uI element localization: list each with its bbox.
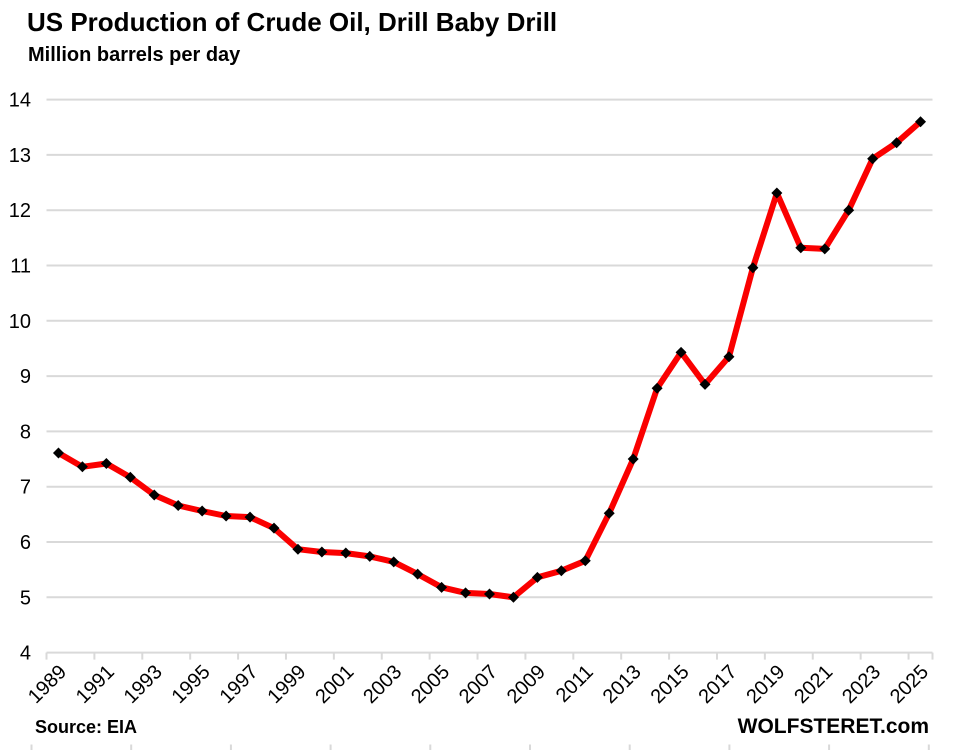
data-point-marker xyxy=(148,489,160,501)
source-label: Source: EIA xyxy=(35,717,138,737)
y-axis-tick-label: 6 xyxy=(20,532,31,554)
data-point-marker xyxy=(268,522,280,534)
data-point-marker xyxy=(436,581,448,593)
x-axis-labels: 1989 1991 1993 1995 1997 1999 2001 2003 2005 2007… xyxy=(24,661,933,708)
x-axis-tick-label: 2001 xyxy=(311,661,358,708)
data-point-marker xyxy=(867,153,879,165)
x-axis-tick-label: 2007 xyxy=(455,661,502,708)
data-point-marker xyxy=(316,546,328,558)
data-point-marker xyxy=(915,116,927,128)
data-markers xyxy=(52,116,927,603)
x-axis-tick-label: 2005 xyxy=(407,661,454,708)
y-axis-tick-label: 11 xyxy=(10,256,31,278)
x-axis-tick-label: 1989 xyxy=(24,661,71,708)
x-axis-tick-label: 2009 xyxy=(503,661,550,708)
data-point-marker xyxy=(795,242,807,254)
data-point-marker xyxy=(579,555,591,567)
y-axis-tick-label: 7 xyxy=(20,477,31,499)
chart-subtitle: Million barrels per day xyxy=(28,44,241,66)
data-point-marker xyxy=(651,382,663,394)
y-axis-tick-label: 12 xyxy=(9,200,31,222)
chart-title: US Production of Crude Oil, Drill Baby D… xyxy=(27,7,558,37)
x-axis-tick-label: 2003 xyxy=(359,661,406,708)
data-point-marker xyxy=(843,204,855,216)
data-point-marker xyxy=(172,500,184,512)
data-point-marker xyxy=(76,461,88,473)
x-axis-tick-label: 1997 xyxy=(216,661,263,708)
data-point-marker xyxy=(52,447,64,459)
data-point-marker xyxy=(364,550,376,562)
data-point-marker xyxy=(603,507,615,519)
data-point-marker xyxy=(460,587,472,599)
x-axis-tick-label: 2023 xyxy=(838,661,885,708)
data-point-marker xyxy=(891,137,903,149)
data-point-marker xyxy=(124,471,136,483)
data-point-marker xyxy=(244,511,256,523)
data-point-marker xyxy=(220,510,232,522)
y-axis-tick-label: 13 xyxy=(9,145,31,167)
data-point-marker xyxy=(388,556,400,568)
data-point-marker xyxy=(699,378,711,390)
site-branding: WOLFSTERET.com xyxy=(737,715,929,738)
data-point-marker xyxy=(555,565,567,577)
x-axis-tick-label: 1991 xyxy=(72,661,119,708)
data-point-marker xyxy=(100,457,112,469)
data-point-marker xyxy=(723,351,735,363)
y-axis-tick-label: 10 xyxy=(9,311,31,333)
x-axis-tick-label: 2013 xyxy=(599,661,646,708)
data-point-marker xyxy=(196,505,208,517)
x-axis-tick-label: 1999 xyxy=(263,661,310,708)
bottom-crop-ticks xyxy=(30,744,930,750)
data-point-marker xyxy=(627,453,639,465)
y-axis-tick-label: 9 xyxy=(20,366,31,388)
x-axis-tick-label: 1993 xyxy=(120,661,167,708)
x-axis-tick-label: 1995 xyxy=(168,661,215,708)
x-axis-tick-label: 2025 xyxy=(886,661,933,708)
x-axis-tick-label: 2017 xyxy=(694,661,741,708)
data-point-marker xyxy=(340,547,352,559)
y-axis-tick-label: 14 xyxy=(9,90,31,112)
data-point-marker xyxy=(531,571,543,583)
x-axis-ticks xyxy=(45,652,934,660)
y-axis-labels: 4 5 6 7 8 9 10 11 12 13 14 xyxy=(9,90,31,665)
y-axis-tick-label: 5 xyxy=(20,587,31,609)
data-point-marker xyxy=(747,262,759,274)
y-axis-tick-label: 4 xyxy=(20,643,31,665)
x-axis-tick-label: 2019 xyxy=(742,661,789,708)
data-point-marker xyxy=(819,243,831,255)
x-axis-tick-label: 2021 xyxy=(790,661,837,708)
production-line xyxy=(55,118,924,601)
data-point-marker xyxy=(675,346,687,358)
y-gridlines xyxy=(46,98,933,654)
x-axis-tick-label: 2011 xyxy=(552,661,598,707)
y-axis-tick-label: 8 xyxy=(20,421,31,443)
data-point-marker xyxy=(507,591,519,603)
data-point-marker xyxy=(412,568,424,580)
x-axis-tick-label: 2015 xyxy=(647,661,694,708)
data-point-marker xyxy=(771,187,783,199)
data-point-marker xyxy=(292,543,304,555)
data-point-marker xyxy=(484,588,495,600)
